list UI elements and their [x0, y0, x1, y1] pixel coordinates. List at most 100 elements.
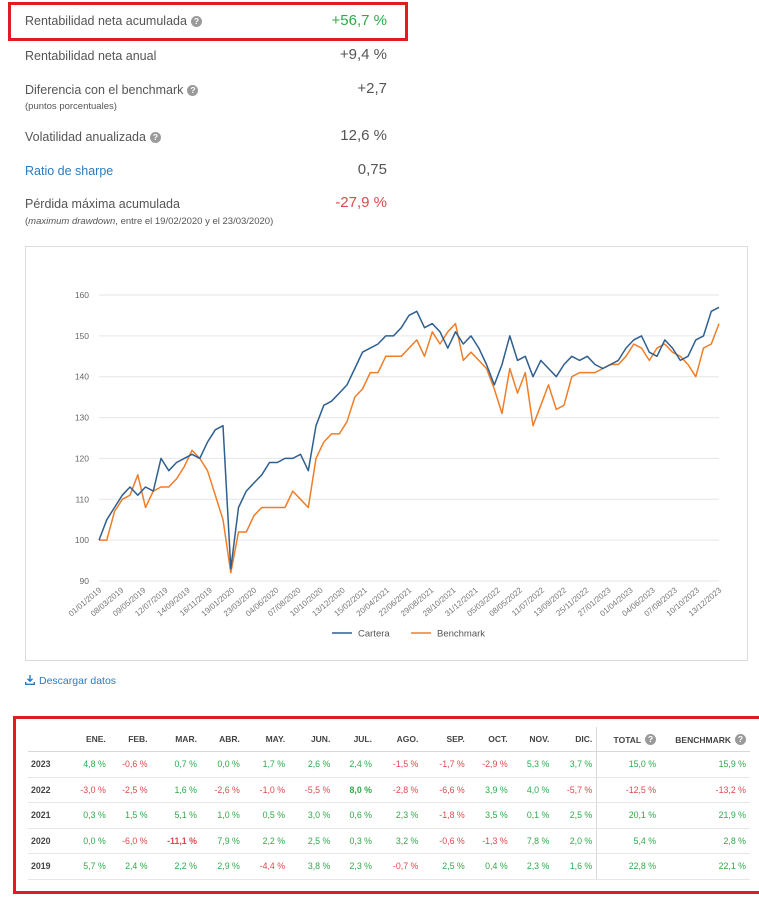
- y-tick-label: 120: [75, 453, 89, 463]
- return-cell: 0,4 %: [468, 853, 512, 880]
- return-cell: 0,0 %: [200, 751, 244, 778]
- return-cell: 4,0 %: [511, 777, 554, 803]
- help-icon[interactable]: ?: [645, 733, 657, 745]
- return-cell: -4,4 %: [243, 853, 290, 880]
- stat-value: -27,9 %: [335, 194, 387, 211]
- help-icon[interactable]: ?: [187, 85, 199, 96]
- help-icon[interactable]: ?: [735, 733, 746, 745]
- return-cell: 5,7 %: [64, 853, 110, 880]
- return-cell: 15,0 %: [596, 751, 661, 778]
- column-header: JUN.: [289, 727, 335, 752]
- return-cell: -0,6 %: [422, 828, 469, 854]
- row-year: 2022: [28, 777, 65, 803]
- return-cell: 0,3 %: [334, 828, 376, 854]
- download-icon: [25, 675, 35, 685]
- stat-label: Rentabilidad neta acumulada?: [25, 14, 202, 28]
- return-cell: -1,3 %: [468, 828, 512, 854]
- column-header: TOTAL?: [596, 727, 661, 752]
- table-header-row: ENE. FEB. MAR. ABR. MAY. JUN. JUL. AGO. SEP. OCT.…: [28, 727, 750, 752]
- y-tick-label: 130: [75, 413, 89, 423]
- stat-max-drawdown: Pérdida máxima acumulada (maximum drawdo…: [25, 194, 387, 230]
- return-cell: 1,5 %: [109, 802, 152, 829]
- return-cell: 2,4 %: [109, 853, 152, 880]
- return-cell: 0,1 %: [511, 802, 554, 829]
- return-cell: 5,3 %: [511, 751, 554, 778]
- return-cell: -6,6 %: [422, 777, 469, 803]
- return-cell: 7,9 %: [200, 828, 244, 854]
- return-cell: 2,5 %: [422, 853, 469, 880]
- stat-value: +9,4 %: [339, 46, 387, 63]
- return-cell: 0,5 %: [243, 802, 290, 829]
- return-cell: 3,5 %: [468, 802, 512, 829]
- y-tick-label: 100: [75, 535, 89, 545]
- return-cell: -12,5 %: [596, 777, 661, 803]
- stat-value: +2,7: [357, 80, 387, 97]
- return-cell: 22,1 %: [660, 853, 750, 880]
- stat-value: 0,75: [357, 161, 387, 178]
- column-header: AGO.: [375, 727, 423, 752]
- download-data-link[interactable]: Descargar datos: [25, 675, 116, 687]
- stat-value: 12,6 %: [340, 127, 387, 144]
- column-header: ENE.: [64, 727, 110, 752]
- monthly-returns-table: ENE. FEB. MAR. ABR. MAY. JUN. JUL. AGO. SEP. OCT.…: [28, 727, 750, 880]
- y-tick-label: 160: [75, 290, 89, 300]
- stat-sublabel: (puntos porcentuales): [25, 101, 117, 112]
- row-year: 2021: [28, 802, 65, 829]
- return-cell: -2,8 %: [375, 777, 423, 803]
- return-cell: 0,3 %: [64, 802, 110, 829]
- column-header: MAR.: [151, 727, 201, 752]
- return-cell: 7,8 %: [511, 828, 554, 854]
- legend-label: Cartera: [358, 629, 390, 640]
- stat-label: Volatilidad anualizada?: [25, 130, 161, 144]
- return-cell: -5,5 %: [289, 777, 335, 803]
- return-cell: 1,6 %: [553, 853, 597, 880]
- header-year: [28, 727, 65, 752]
- stat-label: Pérdida máxima acumulada: [25, 197, 180, 211]
- column-header: BENCHMARK?: [660, 727, 750, 752]
- help-icon[interactable]: ?: [149, 132, 161, 143]
- row-year: 2019: [28, 853, 65, 880]
- series-line-cartera: [98, 306, 720, 570]
- y-tick-label: 110: [75, 494, 89, 504]
- highlight-box: [13, 716, 759, 894]
- return-cell: 4,8 %: [64, 751, 110, 778]
- legend-label: Benchmark: [437, 629, 485, 640]
- row-year: 2020: [28, 828, 65, 854]
- return-cell: 2,8 %: [660, 828, 750, 854]
- sharpe-ratio-link[interactable]: Ratio de sharpe: [25, 164, 114, 178]
- return-cell: 8,0 %: [334, 777, 376, 803]
- stat-value: +56,7 %: [331, 12, 387, 29]
- table-row: 2023 4,8 % -0,6 % 0,7 % 0,0 % 1,7 % 2,6 % 2,4 %…: [28, 751, 750, 778]
- return-cell: 21,9 %: [660, 802, 750, 829]
- return-cell: 1,0 %: [200, 802, 244, 829]
- stat-sublabel: (maximum drawdown, entre el 19/02/2020 y…: [25, 216, 274, 227]
- return-cell: 3,2 %: [375, 828, 423, 854]
- help-icon[interactable]: ?: [190, 16, 202, 27]
- return-cell: 20,1 %: [596, 802, 661, 829]
- return-cell: 2,6 %: [289, 751, 335, 778]
- column-header: SEP.: [422, 727, 469, 752]
- return-cell: 15,9 %: [660, 751, 750, 778]
- column-header: OCT.: [468, 727, 512, 752]
- return-cell: 5,1 %: [151, 802, 201, 829]
- line-chart: 9010011012013014015016001/01/201908/03/2…: [67, 290, 724, 640]
- table-row: 2021 0,3 % 1,5 % 5,1 % 1,0 % 0,5 % 3,0 % 0,6 % 2…: [28, 802, 750, 829]
- return-cell: 2,3 %: [375, 802, 423, 829]
- stat-sharpe: Ratio de sharpe 0,75: [25, 161, 387, 181]
- table-row: 2022 -3,0 % -2,5 % 1,6 % -2,6 % -1,0 % -5,5 % 8…: [28, 777, 750, 803]
- return-cell: 1,6 %: [151, 777, 201, 803]
- column-header: FEB.: [109, 727, 152, 752]
- return-cell: -2,6 %: [200, 777, 244, 803]
- return-cell: 5,4 %: [596, 828, 661, 854]
- stat-label: Diferencia con el benchmark?: [25, 83, 199, 97]
- download-label: Descargar datos: [39, 675, 117, 687]
- return-cell: 3,9 %: [468, 777, 512, 803]
- return-cell: -0,7 %: [375, 853, 423, 880]
- return-cell: 2,9 %: [200, 853, 244, 880]
- return-cell: 2,5 %: [553, 802, 597, 829]
- row-year: 2023: [28, 751, 65, 778]
- return-cell: -5,7 %: [553, 777, 597, 803]
- column-header: ABR.: [200, 727, 244, 752]
- stat-annual-return: Rentabilidad neta anual +9,4 %: [25, 46, 387, 66]
- series-line-benchmark: [99, 322, 720, 574]
